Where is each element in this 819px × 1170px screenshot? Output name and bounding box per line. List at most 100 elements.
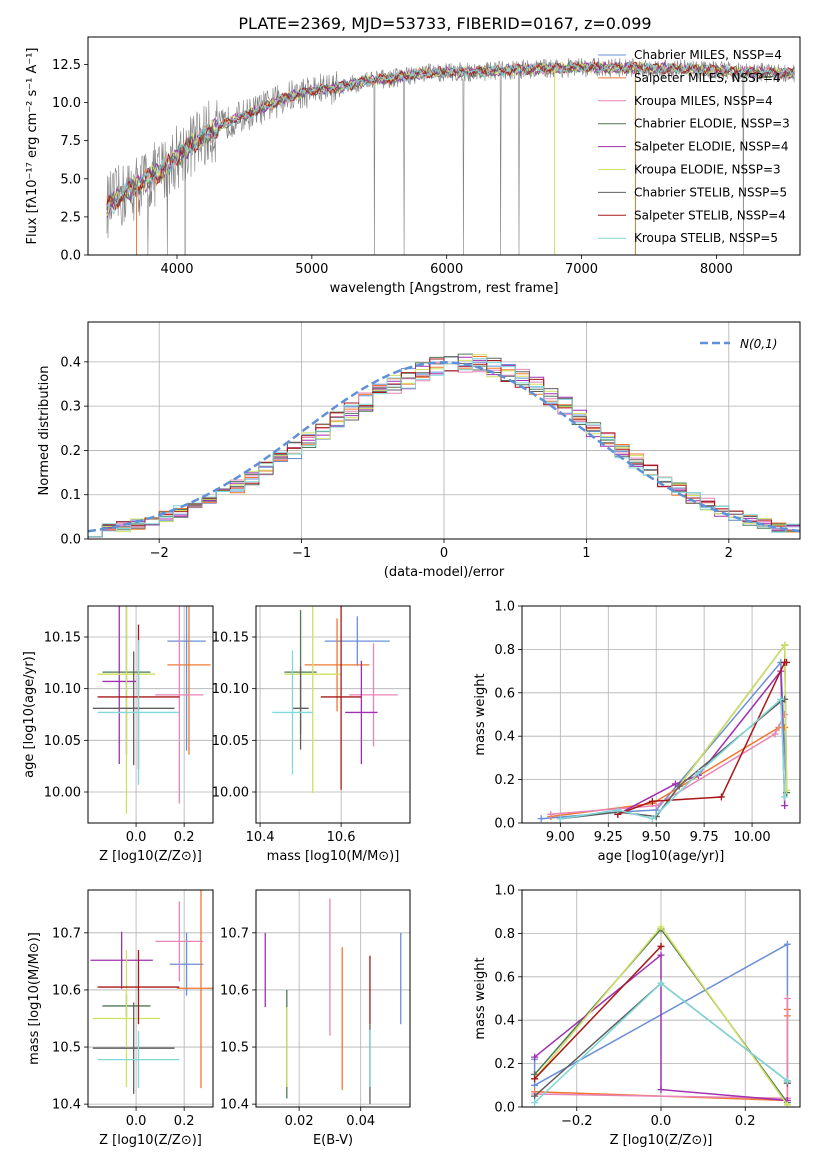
residuals-ytick-label-2: 0.2 <box>60 444 81 459</box>
mass_weight_vs_age-series-marker-8-3 <box>694 769 702 777</box>
mass_weight_vs_age-series-line-2 <box>550 714 786 816</box>
figure-title: PLATE=2369, MJD=53733, FIBERID=0167, z=0… <box>238 14 651 33</box>
age_vs_mass-errorbar-2 <box>349 643 398 747</box>
spectrum-xtick-label-4: 8000 <box>700 262 733 277</box>
mass_weight_vs_age-xtick-label-2: 9.50 <box>642 830 671 845</box>
mass_weight_vs_Z-series-line-4 <box>534 953 788 1102</box>
legend-label-1: Salpeter MILES, NSSP=4 <box>634 71 781 85</box>
residuals-ylabel: Normed distribution <box>37 366 52 496</box>
age_vs_Z-panel: 0.0 0.2 10.00 10.05 10.10 10.15 Z [log10(Z/Z⊙)… <box>22 605 214 864</box>
mass_weight_vs_age-series-marker-4-4 <box>781 802 789 810</box>
age_vs_mass-xtick-label-1: 10.6 <box>327 830 356 845</box>
mass_weight_vs_age-series-marker-4-1 <box>671 780 679 788</box>
mass_weight_vs_Z-series-marker-4-2 <box>657 1086 665 1094</box>
age_vs_Z-ytick-label-2: 10.10 <box>44 682 81 697</box>
legend-label-2: Kroupa MILES, NSSP=4 <box>634 94 773 108</box>
age_vs_mass-panel: 10.4 10.6 10.00 10.05 10.10 10.15 mass [log10(… <box>212 605 411 864</box>
age_vs_mass-errorbar-8 <box>272 650 313 775</box>
mass_vs_ebv-ytick-label-2: 10.6 <box>220 983 249 998</box>
mass_vs_ebv-frame <box>255 889 411 1108</box>
mass_weight_vs_age-ytick-label-1: 0.2 <box>494 773 515 788</box>
legend-label-3: Chabrier ELODIE, NSSP=3 <box>634 117 790 131</box>
mass_weight_vs_Z-ytick-label-4: 0.8 <box>494 927 515 942</box>
spectrum-xlabel: wavelength [Angstrom, rest frame] <box>330 281 559 296</box>
mass_weight_vs_age-xlabel: age [log10(age/yr)] <box>598 849 725 864</box>
age_vs_Z-errorbar-1 <box>167 606 211 755</box>
mass_weight_vs_Z-ytick-label-1: 0.2 <box>494 1057 515 1072</box>
spectrum-xtick-label-2: 6000 <box>430 262 463 277</box>
mass_weight_vs_age-ytick-label-3: 0.6 <box>494 686 515 701</box>
mass_weight_vs_age-plot-area <box>537 641 791 823</box>
mass_vs_ebv-panel: 0.02 0.04 10.4 10.5 10.6 10.7 E(B-V) <box>220 889 411 1148</box>
mass_vs_ebv-xlabel: E(B-V) <box>313 1133 353 1148</box>
residuals-ytick-label-1: 0.1 <box>60 488 81 503</box>
mass_weight_vs_age-series-marker-7-2 <box>717 793 725 801</box>
age_vs_Z-xtick-label-0: 0.0 <box>126 830 147 845</box>
mass_vs_ebv-ytick-label-1: 10.5 <box>220 1041 249 1056</box>
mass_weight_vs_Z-xtick-label-1: 0.0 <box>651 1114 672 1129</box>
mass_weight_vs_Z-series-line-7 <box>534 945 662 1080</box>
age_vs_mass-ytick-label-1: 10.05 <box>212 734 249 749</box>
mass_vs_Z-xtick-label-0: 0.0 <box>126 1114 147 1129</box>
spectrum-ytick-label-1: 2.5 <box>60 210 81 225</box>
age_vs_mass-frame <box>255 605 411 824</box>
age_vs_Z-ytick-label-1: 10.05 <box>44 734 81 749</box>
age_vs_Z-plot-area <box>92 606 211 814</box>
mass_vs_Z-errorbar-6 <box>92 1002 175 1094</box>
age_vs_mass-ytick-label-0: 10.00 <box>212 786 249 801</box>
age_vs_Z-ytick-label-0: 10.00 <box>44 786 81 801</box>
residuals-panel: −2 −1 0 1 2 0.0 0.1 0.2 0.3 0.4 (data-model)/error… <box>37 321 801 580</box>
mass_weight_vs_Z-series-marker-4-0 <box>531 1053 539 1061</box>
age_vs_mass-ytick-label-3: 10.15 <box>212 631 249 646</box>
mass_weight_vs_Z-series-marker-8-0 <box>531 1099 539 1107</box>
mass_weight_vs_Z-series-marker-8-2 <box>783 1077 791 1085</box>
spectrum-model-line-7 <box>106 60 795 211</box>
mass_vs_ebv-ytick-label-3: 10.7 <box>220 926 249 941</box>
mass_weight_vs_age-series-marker-2-0 <box>547 810 555 818</box>
mass_weight_vs_Z-series-marker-7-2 <box>657 942 665 950</box>
mass_weight_vs_age-series-marker-0-0 <box>537 815 545 823</box>
mass_weight_vs_Z-plot-area <box>531 923 791 1107</box>
mass_weight_vs_age-xtick-label-4: 10.00 <box>733 830 770 845</box>
spectrum-ytick-label-4: 10.0 <box>52 96 81 111</box>
mass_weight_vs_age-series-marker-8-1 <box>614 806 622 814</box>
mass_vs_ebv-ytick-label-0: 10.4 <box>220 1098 249 1113</box>
age_vs_Z-ytick-label-3: 10.15 <box>44 631 81 646</box>
mass_vs_Z-errorbar-1 <box>176 890 213 1089</box>
spectrum-plot-area <box>106 57 795 255</box>
mass_weight_vs_age-xtick-label-0: 9.00 <box>546 830 575 845</box>
spectrum-model-line-8 <box>106 61 795 214</box>
age_vs_mass-ytick-label-2: 10.10 <box>212 682 249 697</box>
mass_weight_vs_Z-series-marker-7-0 <box>531 1075 539 1083</box>
spectrum-xtick-label-1: 5000 <box>295 262 328 277</box>
normal-legend-label: N(0,1) <box>740 337 777 351</box>
age_vs_Z-xtick-label-1: 0.2 <box>174 830 195 845</box>
residuals-ytick-label-3: 0.3 <box>60 400 81 415</box>
age_vs_Z-xlabel: Z [log10(Z/Z⊙)] <box>99 849 202 864</box>
age_vs_Z-errorbar-2 <box>155 606 204 804</box>
mass_vs_ebv-xtick-label-1: 0.04 <box>346 1114 375 1129</box>
spectrum-ylabel: Flux [fλ10⁻¹⁷ erg cm⁻² s⁻¹ A⁻¹] <box>25 48 40 245</box>
mass_weight_vs_age-series-marker-8-4 <box>777 695 785 703</box>
mass_weight_vs_age-series-marker-8-0 <box>556 815 564 823</box>
mass_weight_vs_Z-series-marker-2-2 <box>783 995 791 1002</box>
spectrum-xtick-label-3: 7000 <box>565 262 598 277</box>
mass_vs_Z-xtick-label-1: 0.2 <box>174 1114 195 1129</box>
mass_weight_vs_age-series-marker-6-3 <box>675 782 683 790</box>
mass_weight_vs_age-xtick-label-3: 9.75 <box>690 830 719 845</box>
spectrum-data-line <box>106 57 795 255</box>
mass_weight_vs_age-panel: 9.00 9.25 9.50 9.75 10.00 0.0 0.2 0.4 0.6 0.8 1.0 a… <box>473 600 801 864</box>
mass_vs_Z-errorbar-2 <box>155 901 204 982</box>
mass_vs_Z-errorbar-8 <box>97 1031 180 1089</box>
spectrum-legend: Chabrier MILES, NSSP=4 Salpeter MILES, NS… <box>598 48 790 245</box>
mass_weight_vs_Z-panel: −0.2 0.0 0.2 0.0 0.2 0.4 0.6 0.8 1.0 Z [log10(Z/Z… <box>473 884 801 1148</box>
mass_vs_Z-errorbar-0 <box>169 932 204 996</box>
mass_vs_ebv-xtick-label-0: 0.02 <box>285 1114 314 1129</box>
mass_weight_vs_Z-series-marker-8-1 <box>657 979 665 987</box>
mass_vs_Z-errorbar-7 <box>97 949 180 1025</box>
age_vs_mass-errorbar-6 <box>292 666 309 750</box>
mass_weight_vs_age-series-marker-8-5 <box>781 793 789 801</box>
mass_weight_vs_Z-series-marker-5-1 <box>657 923 665 931</box>
mass_weight_vs_age-series-marker-7-1 <box>648 797 656 805</box>
residuals-xtick-label-2: 0 <box>440 546 448 561</box>
